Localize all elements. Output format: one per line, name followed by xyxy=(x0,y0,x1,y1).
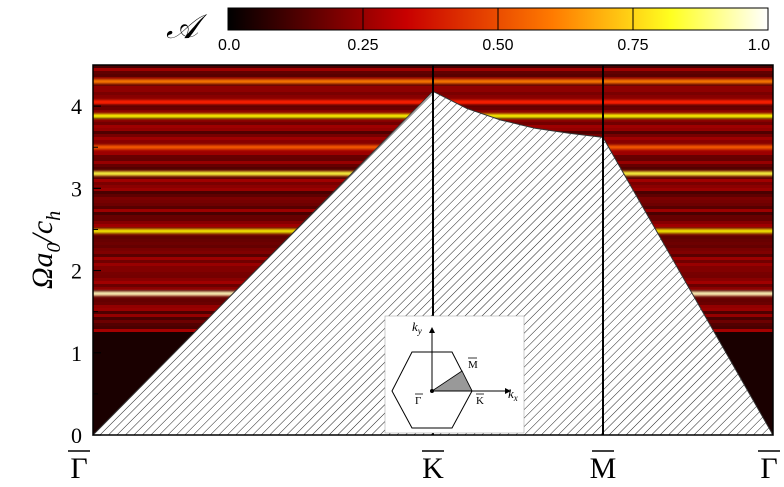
y-tick-label: 4 xyxy=(71,94,82,119)
y-label-main: Ωa xyxy=(26,252,59,289)
y-tick-label: 2 xyxy=(71,259,82,284)
inset-kx-sub: x xyxy=(513,393,518,403)
colorbar-tick-label: 0.50 xyxy=(482,37,513,54)
inset-ky-label: k xyxy=(412,319,418,334)
svg-text:kx: kx xyxy=(508,386,518,403)
y-tick-label: 0 xyxy=(71,423,82,448)
colorbar-ticks: 0.0 0.25 0.50 0.75 1.0 xyxy=(218,8,770,54)
inset-ky-sub: y xyxy=(417,326,422,336)
svg-text:Ωa0/ch: Ωa0/ch xyxy=(26,211,65,289)
inset-gamma-point xyxy=(430,389,434,393)
inset-kx-label: k xyxy=(508,386,514,401)
colorbar: 𝒜 0.0 0.25 0.50 0.75 1.0 xyxy=(166,7,770,54)
colorbar-tick-label: 0.25 xyxy=(347,37,378,54)
y-tick-label: 1 xyxy=(71,341,82,366)
colorbar-tick-label: 0.75 xyxy=(617,37,648,54)
colorbar-title: 𝒜 xyxy=(166,9,208,46)
x-tick-label: Γ xyxy=(70,452,87,485)
inset-label-m: M xyxy=(468,359,478,371)
svg-text:ky: ky xyxy=(412,319,422,336)
inset-kx-arrow-icon xyxy=(505,388,511,394)
colorbar-tick-label: 0.0 xyxy=(218,37,240,54)
inset-ky-arrow-icon xyxy=(429,327,435,333)
y-label-sub2: h xyxy=(43,211,65,221)
y-tick-label: 3 xyxy=(71,176,82,201)
y-label-mid: /c xyxy=(26,221,59,245)
inset-background xyxy=(384,315,525,434)
inset-hexagon xyxy=(391,351,473,429)
inset-brillouin-zone: ky kx Γ K M xyxy=(384,315,525,434)
inset-label-k: K xyxy=(476,395,484,407)
x-tick-label: M xyxy=(590,452,617,485)
plot-frame xyxy=(92,64,774,436)
y-label-sub1: 0 xyxy=(43,242,65,252)
colorbar-tick-label: 1.0 xyxy=(748,37,770,54)
x-tick-label: Γ xyxy=(760,452,777,485)
inset-label-gamma: Γ xyxy=(415,395,421,407)
x-tick-label: K xyxy=(422,452,444,485)
y-axis-ticks: 0 1 2 3 4 xyxy=(71,94,101,448)
y-axis-label: Ωa0/ch xyxy=(26,211,65,289)
